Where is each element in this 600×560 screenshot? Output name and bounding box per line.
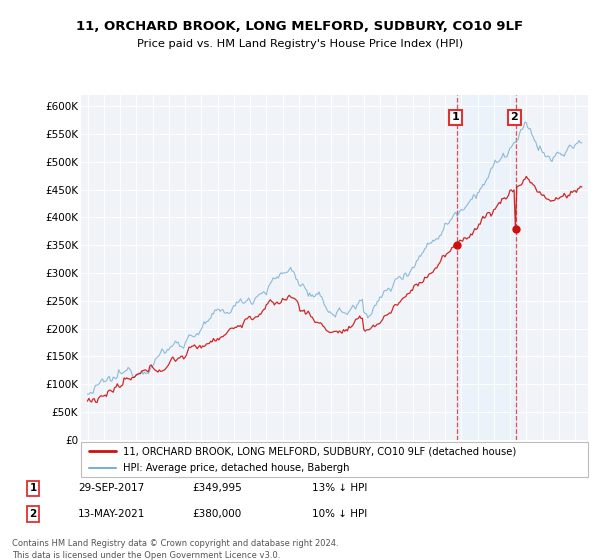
Bar: [457, 95, 516, 440]
Text: 1: 1: [452, 113, 460, 123]
Text: Contains HM Land Registry data © Crown copyright and database right 2024.
This d: Contains HM Land Registry data © Crown c…: [12, 539, 338, 559]
Text: Price paid vs. HM Land Registry's House Price Index (HPI): Price paid vs. HM Land Registry's House …: [137, 39, 463, 49]
Text: HPI: Average price, detached house, Babergh: HPI: Average price, detached house, Babe…: [122, 463, 349, 473]
Text: 11, ORCHARD BROOK, LONG MELFORD, SUDBURY, CO10 9LF: 11, ORCHARD BROOK, LONG MELFORD, SUDBURY…: [76, 20, 524, 32]
Text: £380,000: £380,000: [192, 509, 241, 519]
Text: £349,995: £349,995: [192, 483, 242, 493]
Text: 13-MAY-2021: 13-MAY-2021: [78, 509, 145, 519]
Text: 13% ↓ HPI: 13% ↓ HPI: [312, 483, 367, 493]
Text: 2: 2: [29, 509, 37, 519]
Text: 11, ORCHARD BROOK, LONG MELFORD, SUDBURY, CO10 9LF (detached house): 11, ORCHARD BROOK, LONG MELFORD, SUDBURY…: [122, 446, 516, 456]
Text: 1: 1: [29, 483, 37, 493]
Text: 10% ↓ HPI: 10% ↓ HPI: [312, 509, 367, 519]
FancyBboxPatch shape: [81, 442, 588, 477]
Text: 29-SEP-2017: 29-SEP-2017: [78, 483, 144, 493]
Text: 2: 2: [511, 113, 518, 123]
